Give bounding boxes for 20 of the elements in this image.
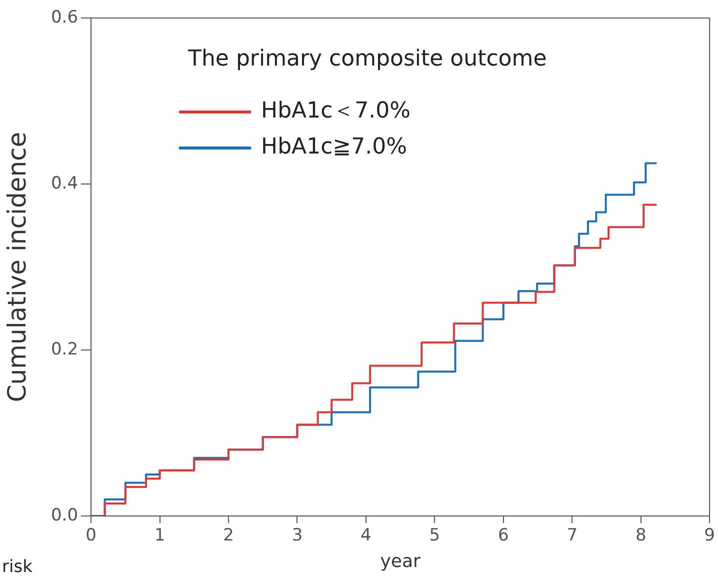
x-tick-label: 9 bbox=[704, 526, 716, 546]
x-tick-label: 8 bbox=[635, 526, 646, 546]
text: risk bbox=[2, 557, 33, 577]
x-tick-label: 0 bbox=[86, 526, 96, 546]
y-tick-label: 0.0 bbox=[50, 505, 78, 526]
x-axis-title: year bbox=[380, 550, 421, 572]
y-tick-label: 0.6 bbox=[50, 7, 78, 28]
x-tick-label: 2 bbox=[223, 526, 234, 546]
x-tick-label: 4 bbox=[360, 526, 372, 546]
text: The primary composite outcome bbox=[187, 46, 547, 72]
x-tick-label: 7 bbox=[566, 526, 578, 546]
y-tick-label: 0.2 bbox=[50, 339, 78, 360]
x-tick-label: 6 bbox=[498, 526, 509, 546]
legend-label: HbA1c≧7.0% bbox=[261, 134, 408, 160]
x-tick-label: 1 bbox=[154, 526, 166, 546]
y-tick-label: 0.4 bbox=[50, 173, 78, 194]
x-tick-label: 5 bbox=[429, 526, 440, 546]
y-axis-title: Cumulative incidence bbox=[2, 132, 32, 402]
x-tick-label: 3 bbox=[292, 526, 303, 546]
legend-label: HbA1c＜7.0% bbox=[261, 98, 411, 124]
